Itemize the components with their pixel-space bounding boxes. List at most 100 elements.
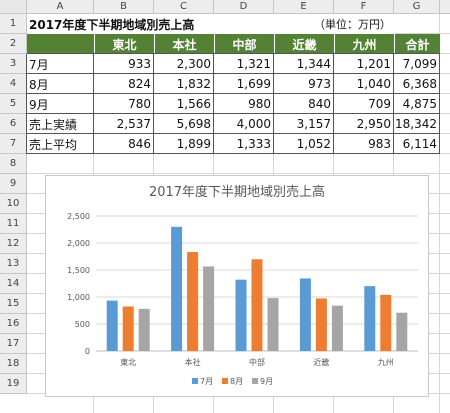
table-column-header[interactable]: 本社 bbox=[154, 34, 214, 54]
table-cell[interactable]: 4,875 bbox=[402, 97, 437, 111]
table-border bbox=[333, 54, 334, 154]
column-header[interactable]: G bbox=[394, 0, 440, 14]
table-cell[interactable]: 3,157 bbox=[296, 117, 331, 131]
table-cell[interactable]: 1,899 bbox=[176, 137, 211, 151]
table-row-label[interactable]: 売上平均 bbox=[29, 137, 78, 152]
table-cell[interactable]: 983 bbox=[368, 137, 391, 151]
table-column-header[interactable]: 合計 bbox=[394, 34, 440, 54]
bar-0-1[interactable] bbox=[122, 306, 134, 351]
table-border bbox=[27, 93, 440, 94]
row-header[interactable]: 13 bbox=[0, 254, 27, 274]
table-header-blank[interactable] bbox=[27, 34, 94, 54]
row-header[interactable]: 19 bbox=[0, 374, 27, 394]
row-header[interactable]: 1 bbox=[0, 14, 27, 34]
table-cell[interactable]: 824 bbox=[128, 77, 151, 91]
bar-3-1[interactable] bbox=[315, 298, 327, 351]
row-header[interactable]: 14 bbox=[0, 274, 27, 294]
bar-1-2[interactable] bbox=[203, 266, 215, 351]
row-header[interactable]: 7 bbox=[0, 134, 27, 154]
row-header[interactable]: 16 bbox=[0, 314, 27, 334]
bar-2-2[interactable] bbox=[267, 298, 279, 351]
bar-2-0[interactable] bbox=[235, 279, 247, 351]
table-cell[interactable]: 1,333 bbox=[236, 137, 271, 151]
sheet-title[interactable]: 2017年度下半期地域別売上高 bbox=[27, 14, 274, 34]
table-column-header[interactable]: 九州 bbox=[334, 34, 394, 54]
table-row-label[interactable]: 8月 bbox=[29, 77, 49, 92]
table-cell[interactable]: 1,201 bbox=[356, 57, 391, 71]
row-header[interactable]: 3 bbox=[0, 54, 27, 74]
table-cell[interactable]: 1,344 bbox=[296, 57, 331, 71]
row-header[interactable]: 5 bbox=[0, 94, 27, 114]
column-header[interactable]: F bbox=[334, 0, 394, 14]
x-tick-label: 本社 bbox=[185, 357, 201, 367]
table-cell[interactable]: 973 bbox=[308, 77, 331, 91]
row-header[interactable]: 2 bbox=[0, 34, 27, 54]
table-cell[interactable]: 5,698 bbox=[176, 117, 211, 131]
column-header[interactable]: A bbox=[27, 0, 94, 14]
table-cell[interactable]: 709 bbox=[368, 97, 391, 111]
table-border bbox=[213, 54, 214, 154]
chart-canvas: 2017年度下半期地域別売上高 0 500 1,000 1,500 2,000 2,500… bbox=[67, 184, 418, 386]
table-cell[interactable]: 840 bbox=[308, 97, 331, 111]
bar-4-2[interactable] bbox=[396, 312, 408, 351]
table-cell[interactable]: 1,052 bbox=[296, 137, 331, 151]
legend-label: 7月 bbox=[200, 377, 213, 386]
table-cell[interactable]: 1,321 bbox=[236, 57, 271, 71]
table-cell[interactable]: 980 bbox=[248, 97, 271, 111]
table-cell[interactable]: 2,300 bbox=[176, 57, 211, 71]
table-cell[interactable]: 6,114 bbox=[402, 137, 437, 151]
column-header[interactable]: C bbox=[154, 0, 214, 14]
unit-label[interactable]: （単位：万円） bbox=[274, 14, 394, 34]
table-cell[interactable]: 2,950 bbox=[356, 117, 391, 131]
table-cell[interactable]: 18,342 bbox=[395, 117, 437, 131]
row-header[interactable]: 12 bbox=[0, 234, 27, 254]
table-cell[interactable]: 4,000 bbox=[236, 117, 271, 131]
table-cell[interactable]: 1,699 bbox=[236, 77, 271, 91]
table-column-header[interactable]: 近畿 bbox=[274, 34, 334, 54]
table-cell[interactable]: 1,832 bbox=[176, 77, 211, 91]
bar-1-0[interactable] bbox=[171, 226, 183, 351]
row-header[interactable]: 18 bbox=[0, 354, 27, 374]
x-tick-label: 中部 bbox=[249, 357, 265, 367]
table-cell[interactable]: 780 bbox=[128, 97, 151, 111]
column-header-filler bbox=[440, 0, 450, 14]
bar-0-2[interactable] bbox=[138, 308, 150, 351]
bar-4-1[interactable] bbox=[380, 294, 392, 351]
bar-2-1[interactable] bbox=[251, 259, 263, 351]
table-border bbox=[27, 153, 440, 154]
table-cell[interactable]: 933 bbox=[128, 57, 151, 71]
table-row-label[interactable]: 7月 bbox=[29, 57, 49, 72]
column-header[interactable]: E bbox=[274, 0, 334, 14]
row-header[interactable]: 15 bbox=[0, 294, 27, 314]
table-column-header[interactable]: 中部 bbox=[214, 34, 274, 54]
bar-0-0[interactable] bbox=[106, 300, 118, 351]
table-row-label[interactable]: 売上実績 bbox=[29, 117, 78, 132]
row-header[interactable]: 4 bbox=[0, 74, 27, 94]
row-header[interactable]: 9 bbox=[0, 174, 27, 194]
table-row-label[interactable]: 9月 bbox=[29, 97, 49, 112]
row-header[interactable]: 10 bbox=[0, 194, 27, 214]
bar-1-1[interactable] bbox=[187, 252, 199, 351]
bar-4-0[interactable] bbox=[364, 286, 376, 351]
row-header[interactable]: 17 bbox=[0, 334, 27, 354]
bar-3-0[interactable] bbox=[299, 278, 311, 351]
table-border bbox=[27, 73, 440, 74]
table-cell[interactable]: 7,099 bbox=[402, 57, 437, 71]
table-cell[interactable]: 6,368 bbox=[402, 77, 437, 91]
x-tick-label: 東北 bbox=[120, 357, 136, 367]
column-header[interactable]: B bbox=[94, 0, 154, 14]
row-header[interactable]: 6 bbox=[0, 114, 27, 134]
table-cell[interactable]: 1,566 bbox=[176, 97, 211, 111]
table-cell[interactable]: 2,537 bbox=[116, 117, 151, 131]
table-cell[interactable]: 846 bbox=[128, 137, 151, 151]
row-header[interactable]: 8 bbox=[0, 154, 27, 174]
column-header[interactable]: D bbox=[214, 0, 274, 14]
table-cell[interactable]: 1,040 bbox=[356, 77, 391, 91]
bar-3-2[interactable] bbox=[331, 305, 343, 351]
bar-chart[interactable]: 2017年度下半期地域別売上高 0 500 1,000 1,500 2,000 2,500… bbox=[45, 175, 429, 397]
row-header[interactable]: 11 bbox=[0, 214, 27, 234]
table-column-header[interactable]: 東北 bbox=[94, 34, 154, 54]
select-all-corner[interactable] bbox=[0, 0, 27, 14]
y-tick-label: 0 bbox=[85, 347, 90, 356]
